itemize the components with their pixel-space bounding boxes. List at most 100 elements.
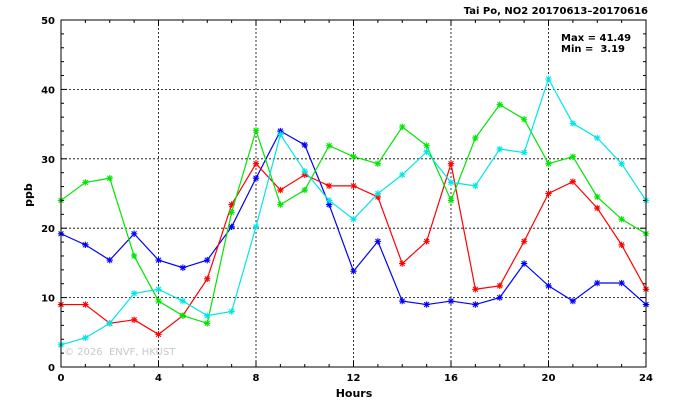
data-point-marker [447,160,455,167]
axis-ticks: 0 4 8 12 16 20 24 0 10 20 30 40 50 [41,16,653,384]
data-point-marker [472,301,479,308]
data-point-marker [545,282,552,290]
series-4 [57,75,650,348]
data-point-marker [301,168,308,175]
watermark: © 2026 ENVF, HKUST [64,347,176,358]
data-point-marker [301,171,308,178]
x-tick-label: 8 [253,373,260,384]
data-point-marker [204,256,211,264]
data-point-marker [569,178,577,185]
y-axis-label: ppb [22,183,35,207]
data-point-marker [423,238,430,245]
data-point-marker [350,215,357,223]
y-tick-label: 50 [41,16,55,27]
data-point-marker [301,141,308,149]
data-point-marker [106,175,113,182]
data-point-marker [399,297,406,305]
data-point-marker [277,127,284,135]
data-point-marker [594,279,601,287]
series-1 [57,127,650,308]
data-point-marker [179,297,187,305]
data-point-marker [423,148,430,156]
data-point-marker [82,334,89,342]
data-point-marker [228,223,235,231]
y-tick-label: 10 [41,294,55,305]
x-tick-label: 20 [542,373,556,384]
data-point-marker [520,260,528,267]
data-point-marker [447,297,455,305]
data-point-marker [179,312,187,319]
data-point-marker [496,145,503,153]
data-point-marker [155,331,162,338]
data-point-marker [374,238,382,245]
max-annotation: Max = 41.49 [561,33,631,44]
data-point-marker [594,134,601,142]
data-point-marker [374,190,382,197]
x-tick-label: 0 [58,373,65,384]
data-point-marker [325,182,333,190]
data-point-marker [594,193,601,201]
data-point-marker [130,290,138,297]
data-point-marker [155,286,162,293]
data-point-marker [618,215,625,223]
data-point-marker [496,101,503,108]
grid [61,20,646,367]
data-point-marker [277,186,284,194]
data-point-marker [130,252,138,260]
data-point-marker [423,142,430,149]
x-axis-label: Hours [336,387,373,400]
data-point-marker [496,282,503,290]
chart-title: Tai Po, NO2 20170613–20170616 [464,6,648,17]
y-tick-label: 40 [41,85,55,96]
data-point-marker [520,238,528,245]
data-point-marker [82,301,89,308]
data-point-marker [447,179,455,186]
data-point-marker [545,190,552,197]
data-point-marker [204,320,211,327]
data-point-marker [569,153,577,160]
data-point-marker [569,120,577,127]
data-point-marker [399,260,406,267]
data-point-marker [399,171,406,178]
data-point-marker [252,127,260,134]
data-point-marker [569,297,577,305]
x-tick-label: 24 [639,373,653,384]
data-point-marker [618,241,625,249]
data-point-marker [618,160,625,167]
data-point-marker [325,201,333,208]
data-point-marker [277,131,284,138]
data-point-marker [204,312,211,319]
data-point-marker [252,175,260,182]
data-point-marker [82,179,89,186]
data-point-marker [520,149,528,156]
data-point-marker [204,275,211,283]
data-point-marker [472,286,479,293]
data-point-marker [228,308,235,315]
data-point-marker [472,182,479,190]
data-point-marker [301,186,308,194]
data-point-marker [325,197,333,204]
data-point-marker [520,116,528,123]
x-tick-label: 4 [155,373,162,384]
data-point-marker [545,160,552,167]
data-point-marker [374,193,382,201]
data-point-marker [350,268,357,275]
data-point-marker [325,142,333,149]
data-point-marker [496,294,503,301]
data-point-marker [106,320,113,327]
data-point-marker [106,256,113,264]
x-tick-label: 16 [444,373,458,384]
data-point-marker [472,134,479,142]
data-point-marker [179,264,187,271]
data-point-marker [423,301,430,308]
data-point-marker [350,153,357,160]
data-point-marker [82,241,89,249]
series-lines [57,75,650,348]
y-tick-label: 30 [41,155,55,166]
data-point-marker [155,256,162,264]
data-point-marker [130,316,138,324]
data-point-marker [545,75,552,83]
data-point-marker [277,201,284,208]
data-point-marker [350,182,357,190]
